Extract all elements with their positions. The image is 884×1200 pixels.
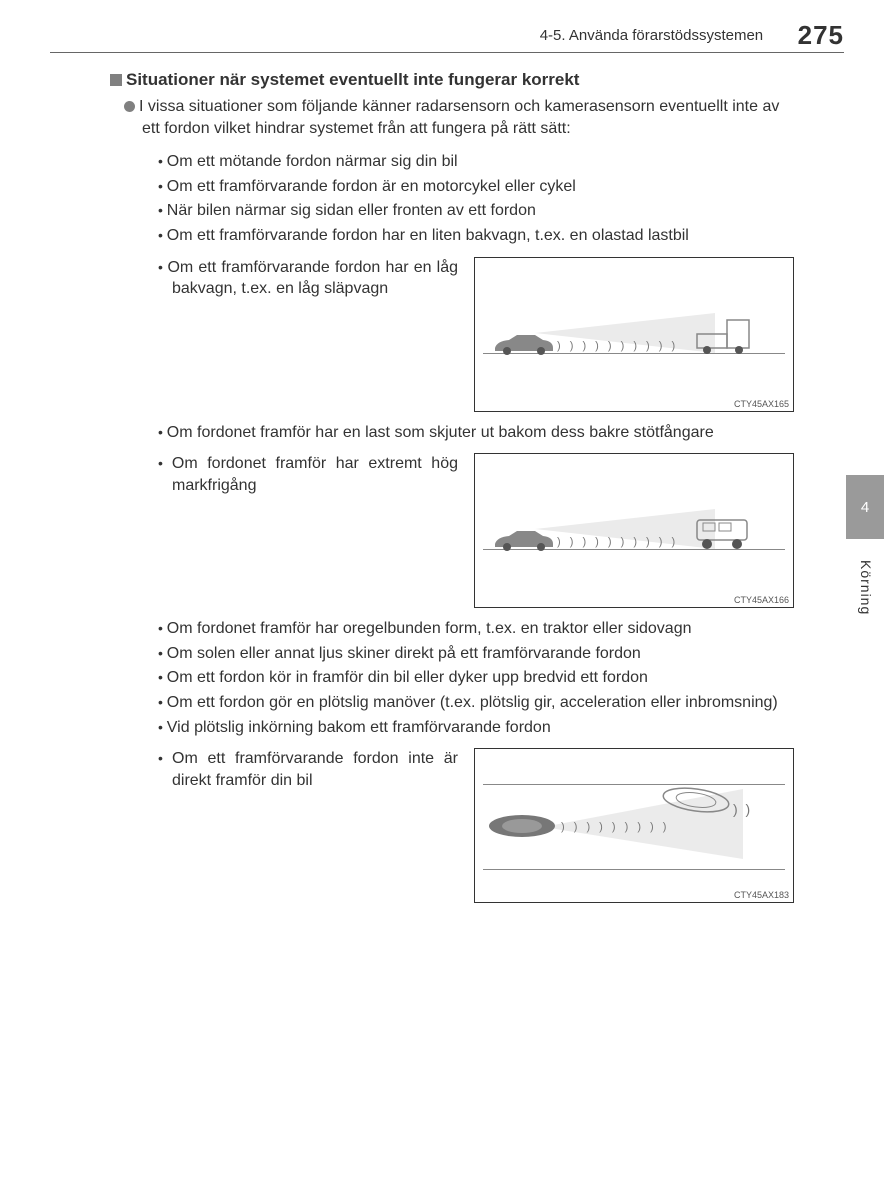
- radar-waves-icon: ) ) ) ) ) ) ) ) ) ): [557, 536, 678, 548]
- page-header: 4-5. Använda förarstödssystemen 275: [0, 20, 844, 59]
- header-rule: [50, 52, 844, 53]
- figure-caption: CTY45AX166: [734, 595, 789, 605]
- page-number: 275: [798, 20, 844, 51]
- circle-marker-icon: [124, 101, 135, 112]
- list-item: Om fordonet framför har oregelbunden for…: [158, 618, 794, 640]
- bullet-list-1: Om ett mötande fordon närmar sig din bil…: [158, 151, 794, 246]
- list-item: Om ett framförvarande fordon inte är dir…: [158, 748, 458, 791]
- road-line: [483, 869, 785, 870]
- suv-icon: [693, 516, 751, 550]
- section-title-text: Situationer när systemet eventuellt inte…: [126, 70, 579, 89]
- sedan-icon: [493, 333, 555, 355]
- radar-waves-icon: ) ): [733, 801, 752, 817]
- breadcrumb: 4-5. Använda förarstödssystemen: [540, 27, 763, 44]
- list-item: Om ett framförvarande fordon är en motor…: [158, 176, 794, 198]
- chapter-label: Körning: [858, 560, 874, 615]
- text-figure-row: Om fordonet framför har extremt hög mark…: [158, 453, 794, 608]
- bullet-list-2: Om fordonet framför har en last som skju…: [158, 422, 794, 444]
- radar-waves-icon: ) ) ) ) ) ) ) ) ): [561, 821, 669, 833]
- figure-high-clearance: ) ) ) ) ) ) ) ) ) ) CTY45AX166: [474, 453, 794, 608]
- radar-waves-icon: ) ) ) ) ) ) ) ) ) ): [557, 340, 678, 352]
- bullet-list-3: Om fordonet framför har oregelbunden for…: [158, 618, 794, 738]
- sedan-top-icon: [487, 811, 557, 841]
- road-line: [483, 784, 785, 785]
- figure-caption: CTY45AX165: [734, 399, 789, 409]
- list-item: Om fordonet framför har en last som skju…: [158, 422, 794, 444]
- list-item: Om ett fordon gör en plötslig manöver (t…: [158, 692, 794, 714]
- figure-offset-vehicle: ) ) ) ) ) ) ) ) ) ) ) CTY45AX183: [474, 748, 794, 903]
- list-item: Om ett framförvarande fordon har en låg …: [158, 257, 458, 300]
- section-title: Situationer när systemet eventuellt inte…: [110, 70, 794, 90]
- figure-low-trailer: ) ) ) ) ) ) ) ) ) ) CTY45AX165: [474, 257, 794, 412]
- list-item: När bilen närmar sig sidan eller fronten…: [158, 200, 794, 222]
- square-marker-icon: [110, 74, 122, 86]
- text-figure-row: Om ett framförvarande fordon inte är dir…: [158, 748, 794, 903]
- list-item: Om ett framförvarande fordon har en lite…: [158, 225, 794, 247]
- truck-icon: [695, 316, 753, 354]
- list-item: Vid plötslig inkörning bakom ett framför…: [158, 717, 794, 739]
- content-area: Situationer när systemet eventuellt inte…: [110, 70, 794, 913]
- text-figure-row: Om ett framförvarande fordon har en låg …: [158, 257, 794, 412]
- list-item: Om fordonet framför har extremt hög mark…: [158, 453, 458, 496]
- chapter-number: 4: [861, 499, 869, 516]
- lead-paragraph: I vissa situationer som följande känner …: [124, 96, 794, 139]
- list-item: Om solen eller annat ljus skiner direkt …: [158, 643, 794, 665]
- lead-text: I vissa situationer som följande känner …: [139, 98, 779, 137]
- figure-caption: CTY45AX183: [734, 890, 789, 900]
- sedan-icon: [493, 529, 555, 551]
- list-item: Om ett mötande fordon närmar sig din bil: [158, 151, 794, 173]
- list-item: Om ett fordon kör in framför din bil ell…: [158, 667, 794, 689]
- chapter-tab: 4: [846, 475, 884, 539]
